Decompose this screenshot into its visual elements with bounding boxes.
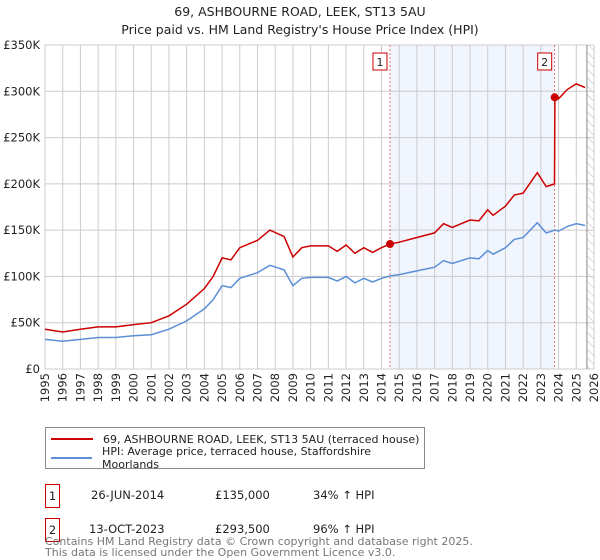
x-tick-label: 2003: [180, 373, 194, 402]
x-tick-label: 2005: [215, 373, 229, 402]
transaction-price: £135,000: [215, 488, 270, 502]
x-tick-label: 1999: [109, 373, 123, 402]
annotation-box: [537, 52, 553, 71]
footer-licence: This data is licensed under the Open Gov…: [45, 546, 396, 559]
x-tick-label: 2025: [569, 373, 583, 402]
x-tick-label: 2004: [197, 373, 211, 402]
x-tick-label: 2024: [552, 373, 566, 402]
x-tick-label: 2011: [321, 373, 335, 402]
x-tick-label: 2006: [233, 373, 247, 402]
transaction-marker: 1: [45, 484, 60, 508]
legend-item-hpi: HPI: Average price, terraced house, Staf…: [46, 445, 424, 471]
shaded-period: [389, 45, 555, 369]
x-tick-label: 2020: [481, 373, 495, 402]
property-series-line: [44, 83, 586, 333]
transaction-price: £293,500: [215, 522, 270, 536]
x-tick-label: 2014: [374, 373, 388, 402]
future-hatch: [586, 45, 594, 369]
x-tick-label: 2021: [498, 373, 512, 402]
x-tick-label: 2013: [357, 373, 371, 402]
transaction-date: 13-OCT-2023: [89, 522, 165, 536]
x-tick-label: 2007: [251, 373, 265, 402]
plot-area: 1995 1996 1997 1998 1999 2000 2001 2002 2003 2004…: [3, 38, 600, 402]
legend-label: 69, ASHBOURNE ROAD, LEEK, ST13 5AU (terr…: [103, 432, 420, 446]
y-tick-label: £150K: [3, 223, 40, 237]
legend-swatch-blue: [51, 457, 93, 459]
y-tick-label: £200K: [3, 177, 40, 191]
legend: 69, ASHBOURNE ROAD, LEEK, ST13 5AU (terr…: [45, 427, 425, 471]
x-tick-label: 1995: [38, 373, 52, 402]
x-tick-label: 2009: [286, 373, 300, 402]
annotation-box: [372, 52, 388, 71]
footer-copyright: Contains HM Land Registry data © Crown c…: [45, 535, 473, 548]
x-tick-label: 2008: [268, 373, 282, 402]
sale-point: [550, 93, 559, 102]
y-tick-label: £250K: [3, 131, 40, 145]
y-tick-label: £0: [25, 362, 40, 376]
transaction-row: 1 26-JUN-2014 £135,000 34% ↑ HPI: [45, 484, 545, 508]
transaction-date: 26-JUN-2014: [91, 488, 165, 502]
chart-subtitle: Price paid vs. HM Land Registry's House …: [121, 22, 479, 37]
annotation-label: 1: [376, 56, 383, 69]
x-tick-label: 2019: [463, 373, 477, 402]
x-tick-label: 2023: [534, 373, 548, 402]
x-tick-label: 2002: [162, 373, 176, 402]
y-tick-label: £50K: [11, 316, 41, 330]
x-tick-label: 2026: [587, 373, 600, 402]
annotation-label: 2: [541, 56, 548, 69]
x-tick-label: 2022: [516, 373, 530, 402]
hpi-series-line: [44, 221, 586, 342]
x-tick-label: 2015: [392, 373, 406, 402]
y-tick-label: £300K: [3, 84, 40, 98]
transaction-delta: 96% ↑ HPI: [313, 522, 375, 536]
chart-title: 69, ASHBOURNE ROAD, LEEK, ST13 5AU: [174, 4, 426, 19]
sale-point: [385, 240, 394, 249]
legend-label: HPI: Average price, terraced house, Staf…: [102, 445, 372, 471]
x-tick-label: 1997: [73, 373, 87, 402]
x-tick-label: 2010: [304, 373, 318, 402]
x-tick-label: 2018: [445, 373, 459, 402]
transaction-marker: 2: [45, 518, 60, 542]
x-tick-label: 2001: [144, 373, 158, 402]
transaction-row: 2 13-OCT-2023 £293,500 96% ↑ HPI: [45, 518, 545, 542]
x-tick-label: 2016: [410, 373, 424, 402]
y-tick-label: £100K: [3, 269, 40, 283]
x-tick-label: 2000: [127, 373, 141, 402]
x-tick-label: 2017: [428, 373, 442, 402]
transaction-delta: 34% ↑ HPI: [313, 488, 375, 502]
x-tick-label: 1996: [56, 373, 70, 402]
x-tick-label: 2012: [339, 373, 353, 402]
x-tick-label: 1998: [91, 373, 105, 402]
y-tick-label: £350K: [3, 38, 40, 52]
legend-swatch-red: [51, 438, 93, 440]
legend-item-property: 69, ASHBOURNE ROAD, LEEK, ST13 5AU (terr…: [46, 430, 419, 448]
